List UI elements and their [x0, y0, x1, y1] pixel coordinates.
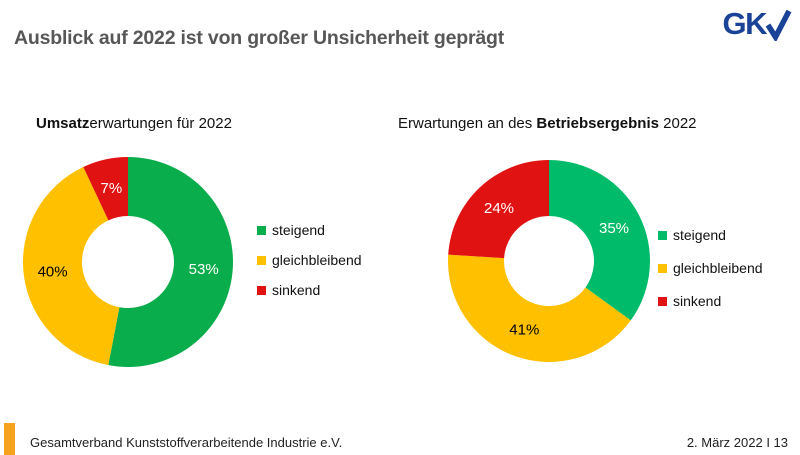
donut-chart-betriebsergebnis: 35% 41% 24%: [448, 160, 650, 362]
chart-title-betriebsergebnis: Erwartungen an des Betriebsergebnis 2022: [398, 115, 697, 132]
donut-segment-gleichbleibend: [448, 254, 631, 362]
page-title: Ausblick auf 2022 ist von großer Unsiche…: [14, 27, 505, 49]
legend-label-sinkend: sinkend: [673, 293, 722, 309]
legend-item-steigend: steigend: [658, 226, 763, 244]
legend-label-sinkend: sinkend: [272, 282, 321, 298]
slice-label-gleichbleibend: 40%: [38, 264, 68, 281]
legend-item-sinkend: sinkend: [257, 281, 362, 299]
footer-date-page: 2. März 2022 I 13: [686, 435, 788, 450]
legend-label-steigend: steigend: [673, 227, 726, 243]
gkv-logo: GK: [723, 8, 793, 41]
legend-item-gleichbleibend: gleichbleibend: [257, 251, 362, 269]
legend-umsatz: steigend gleichbleibend sinkend: [257, 221, 362, 299]
donut-segment-steigend: [549, 160, 650, 321]
logo-text: GK: [722, 6, 768, 41]
chart-title-suffix: erwartungen für 2022: [89, 115, 232, 132]
legend-swatch-gleichbleibend: [658, 263, 667, 273]
legend-swatch-steigend: [257, 225, 266, 235]
footer-accent-bar: [4, 423, 15, 455]
slice-label-steigend: 35%: [599, 220, 629, 237]
footer-organization: Gesamtverband Kunststoffverarbeitende In…: [30, 435, 343, 450]
legend-item-sinkend: sinkend: [658, 292, 763, 310]
slice-label-gleichbleibend: 41%: [509, 322, 539, 339]
legend-swatch-steigend: [658, 230, 667, 240]
donut-segment-sinkend: [83, 157, 128, 221]
slice-label-steigend: 53%: [189, 261, 219, 278]
legend-label-gleichbleibend: gleichbleibend: [272, 252, 362, 268]
chart-title-suffix: 2022: [658, 115, 697, 132]
chart-title-bold: Betriebsergebnis: [536, 115, 659, 132]
chart-title-umsatz: Umsatzerwartungen für 2022: [36, 115, 232, 132]
donut-segment-sinkend: [448, 160, 549, 259]
legend-item-steigend: steigend: [257, 221, 362, 239]
chart-title-bold: Umsatz: [36, 115, 90, 132]
slice-label-sinkend: 7%: [101, 180, 123, 197]
donut-chart-umsatz: 53% 40% 7%: [23, 157, 233, 367]
donut-segment-steigend: [108, 157, 233, 367]
legend-swatch-sinkend: [658, 296, 667, 306]
slice-label-sinkend: 24%: [484, 200, 514, 217]
legend-item-gleichbleibend: gleichbleibend: [658, 259, 763, 277]
check-icon: [765, 9, 792, 41]
legend-label-steigend: steigend: [272, 222, 325, 238]
legend-betriebsergebnis: steigend gleichbleibend sinkend: [658, 226, 763, 310]
chart-title-prefix: Erwartungen an des: [398, 115, 537, 132]
legend-label-gleichbleibend: gleichbleibend: [673, 260, 763, 276]
legend-swatch-sinkend: [257, 285, 266, 295]
legend-swatch-gleichbleibend: [257, 255, 266, 265]
donut-segment-gleichbleibend: [23, 166, 120, 366]
